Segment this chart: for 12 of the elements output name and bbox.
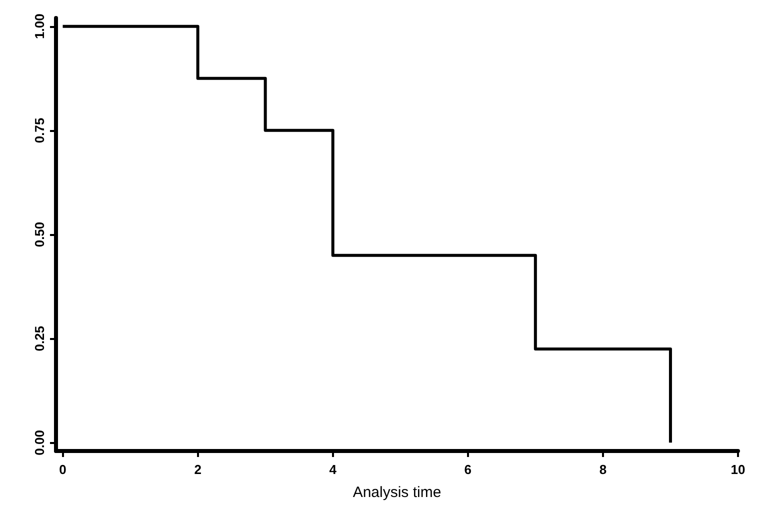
y-tick-label: 0.75 xyxy=(32,118,47,144)
y-tick-label: 0.00 xyxy=(32,430,47,456)
y-tick-label: 0.25 xyxy=(32,326,47,352)
x-tick-label: 0 xyxy=(59,462,66,477)
x-tick-label: 6 xyxy=(464,462,472,477)
x-tick-label: 8 xyxy=(599,462,607,477)
y-tick-label: 1.00 xyxy=(32,14,47,39)
x-tick-label: 2 xyxy=(194,462,202,477)
x-tick-label: 4 xyxy=(329,462,338,477)
y-tick-label: 0.50 xyxy=(32,222,47,248)
x-axis-title: Analysis time xyxy=(352,484,442,501)
x-tick-label: 10 xyxy=(730,462,746,477)
